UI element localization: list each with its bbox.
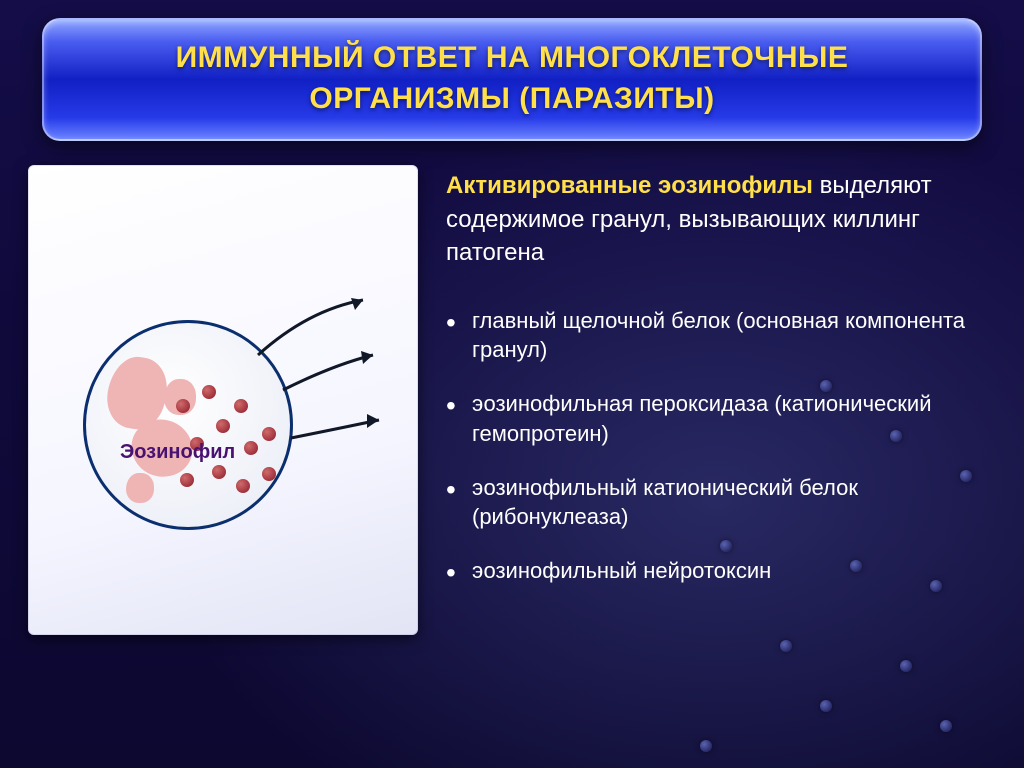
title-bar: ИММУННЫЙ ОТВЕТ НА МНОГОКЛЕТОЧНЫЕ ОРГАНИЗ… [42, 18, 982, 141]
arrow-path [291, 420, 379, 438]
text-column: Активированные эозинофилы выделяют содер… [446, 165, 996, 635]
bullet-item: главный щелочной белок (основная компоне… [446, 306, 996, 365]
bullet-item: эозинофильная пероксидаза (катионический… [446, 389, 996, 448]
title-line-1: ИММУННЫЙ ОТВЕТ НА МНОГОКЛЕТОЧНЫЕ [176, 41, 849, 74]
title-line-2: ОРГАНИЗМЫ (ПАРАЗИТЫ) [309, 82, 714, 115]
content-row: Эозинофил Активированные эозинофилы выде… [14, 165, 1010, 635]
bullet-list: главный щелочной белок (основная компоне… [446, 306, 996, 586]
diagram-card: Эозинофил [28, 165, 418, 635]
bullet-item: эозинофильный катионический белок (рибон… [446, 473, 996, 532]
arrow-path [258, 300, 363, 355]
bullet-item: эозинофильный нейротоксин [446, 556, 996, 586]
arrow-head-icon [351, 298, 363, 310]
intro-accent: Активированные эозинофилы [446, 172, 813, 199]
release-arrows [73, 300, 393, 560]
arrow-head-icon [367, 414, 379, 428]
arrow-head-icon [361, 351, 373, 364]
intro-paragraph: Активированные эозинофилы выделяют содер… [446, 169, 996, 270]
arrow-path [283, 355, 373, 390]
eosinophil-diagram: Эозинофил [73, 300, 373, 560]
slide-title: ИММУННЫЙ ОТВЕТ НА МНОГОКЛЕТОЧНЫЕ ОРГАНИЗ… [74, 38, 950, 119]
slide: ИММУННЫЙ ОТВЕТ НА МНОГОКЛЕТОЧНЫЕ ОРГАНИЗ… [0, 0, 1024, 768]
